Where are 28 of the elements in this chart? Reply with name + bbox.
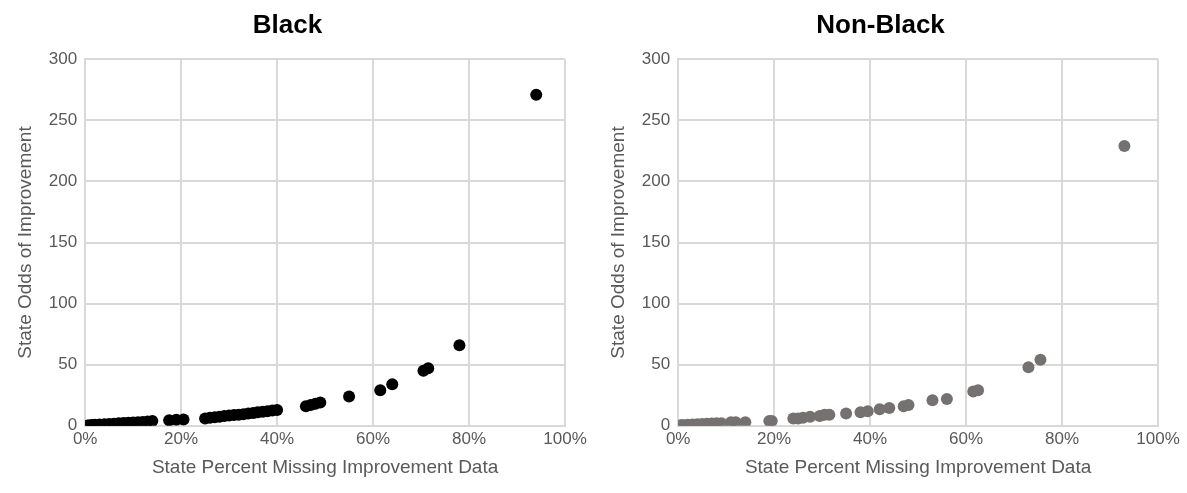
y-tick-label: 200 <box>641 171 671 191</box>
x-tick-label: 20% <box>757 428 792 448</box>
y-tick-label: 50 <box>58 354 78 374</box>
y-tick-label: 300 <box>48 48 78 68</box>
x-tick-label: 100% <box>1136 428 1180 448</box>
y-axis-title: State Odds of Improvement <box>13 125 35 359</box>
x-axis-title: State Percent Missing Improvement Data <box>151 455 499 477</box>
y-tick-label: 50 <box>651 354 671 374</box>
chart-title: Black <box>252 8 323 39</box>
y-tick-label: 150 <box>641 232 671 252</box>
y-axis-title: State Odds of Improvement <box>606 125 628 359</box>
y-tick-label: 250 <box>641 109 671 129</box>
x-tick-label: 60% <box>949 428 984 448</box>
chart-title: Non-Black <box>816 8 946 39</box>
x-tick-label: 20% <box>164 428 199 448</box>
y-tick-label: 200 <box>48 171 78 191</box>
y-tick-label: 100 <box>48 293 78 313</box>
x-tick-label: 40% <box>853 428 888 448</box>
x-tick-label: 80% <box>1045 428 1080 448</box>
x-tick-label: 80% <box>452 428 487 448</box>
x-tick-label: 40% <box>260 428 295 448</box>
x-axis-title: State Percent Missing Improvement Data <box>744 455 1092 477</box>
x-tick-label: 100% <box>543 428 587 448</box>
y-tick-label: 250 <box>48 109 78 129</box>
y-tick-label: 150 <box>48 232 78 252</box>
y-tick-label: 100 <box>641 293 671 313</box>
y-tick-label: 300 <box>641 48 671 68</box>
x-tick-label: 60% <box>356 428 391 448</box>
